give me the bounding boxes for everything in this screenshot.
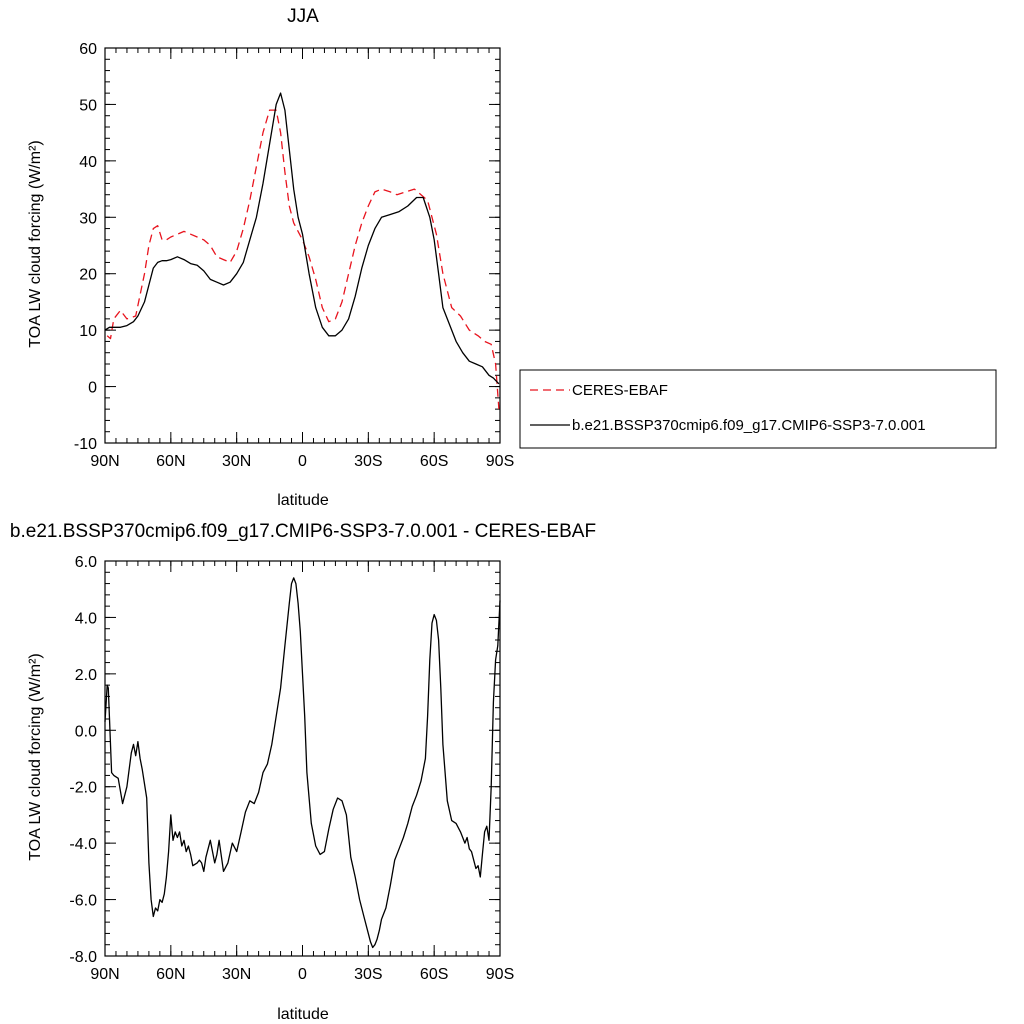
series-line-b-e21-bssp370cmip6-f09-g17-cmip6-ssp3-7-0-001 (104, 92, 500, 385)
x-axis-title: latitude (277, 1006, 329, 1023)
chart-jja: JJA 90N 60N 30N 0 30S 60S 90S-100102030405060 … (27, 6, 997, 509)
plot-frame (104, 560, 501, 957)
chart-title: b.e21.BSSP370cmip6.f09_g17.CMIP6-SSP3-7.… (10, 521, 596, 542)
x-tick-label: 60N (156, 453, 185, 470)
x-tick-label: 0 (298, 453, 307, 470)
legend: CERES-EBAF b.e21.BSSP370cmip6.f09_g17.CM… (519, 369, 997, 449)
y-axis-title: TOA LW cloud forcing (W/m²) (27, 653, 44, 860)
x-tick-label: 90N (90, 966, 119, 983)
legend-label-model: b.e21.BSSP370cmip6.f09_g17.CMIP6-SSP3-7.… (572, 417, 926, 434)
x-tick-label: 30N (222, 966, 251, 983)
x-tick-label: 30S (354, 966, 382, 983)
x-tick-label: 30N (222, 453, 251, 470)
x-tick-label: 60N (156, 966, 185, 983)
y-tick-label: 6.0 (75, 554, 97, 571)
x-tick-label: 90S (486, 453, 514, 470)
y-tick-label: 30 (79, 210, 97, 227)
x-tick-label: 90N (90, 453, 119, 470)
legend-label-ceres-ebaf: CERES-EBAF (572, 382, 668, 399)
legend-box (519, 369, 997, 449)
x-tick-label: 90S (486, 966, 514, 983)
y-tick-label: 50 (79, 97, 97, 114)
plot-area: 90N 60N 30N 0 30S 60S 90S -8.0 -6.0 -4.0 -2.0 0.0 2.… (69, 554, 514, 983)
y-tick-label: 4.0 (75, 610, 97, 627)
y-tick-label: 40 (79, 154, 97, 171)
y-tick-label: 0.0 (75, 723, 97, 740)
series-line-ceres-ebaf (106, 109, 500, 410)
x-tick-label: 0 (298, 966, 307, 983)
y-tick-label: -10 (74, 436, 97, 453)
chart-title: JJA (287, 6, 319, 27)
plot-area: 90N 60N 30N 0 30S 60S 90S -10 0 10 20 30 40 50 60 (74, 41, 514, 470)
y-tick-label: -8.0 (69, 949, 97, 966)
x-tick-label: 60S (420, 966, 448, 983)
y-tick-label: 20 (79, 267, 97, 284)
chart-difference: b.e21.BSSP370cmip6.f09_g17.CMIP6-SSP3-7.… (10, 521, 596, 1023)
y-tick-label: 0 (88, 380, 97, 397)
series-line-difference (104, 577, 501, 949)
x-axis-title: latitude (277, 492, 329, 509)
y-tick-label: 60 (79, 41, 97, 58)
x-tick-label: 30S (354, 453, 382, 470)
y-tick-label: -2.0 (69, 780, 97, 797)
y-axis-title: TOA LW cloud forcing (W/m²) (27, 140, 44, 347)
y-tick-label: -6.0 (69, 893, 97, 910)
x-tick-label: 60S (420, 453, 448, 470)
y-tick-label: -4.0 (69, 836, 97, 853)
plot-frame (104, 47, 501, 444)
y-tick-label: 2.0 (75, 667, 97, 684)
y-tick-label: 10 (79, 323, 97, 340)
